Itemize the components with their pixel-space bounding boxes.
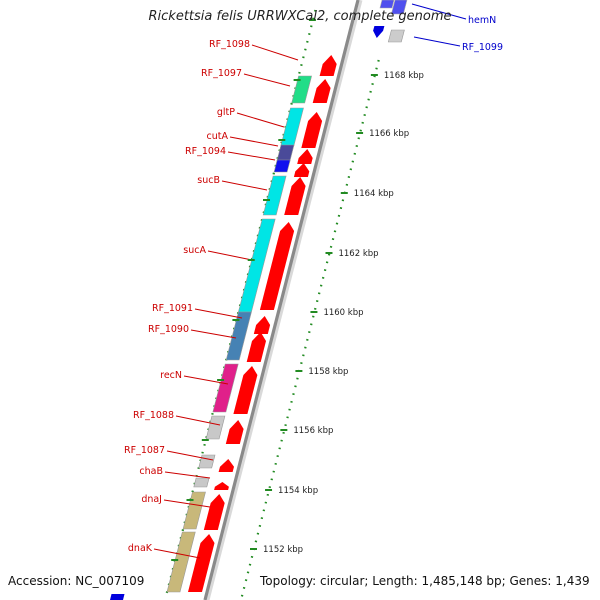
gene-label: RF_1091 xyxy=(152,303,193,314)
gene-label: cutA xyxy=(207,131,229,142)
gene-label: RF_1097 xyxy=(201,68,242,79)
genome-backbone xyxy=(203,0,360,600)
kbp-tick-label: 1156 kbp xyxy=(293,426,333,436)
cds-arrow xyxy=(253,316,271,334)
cds-arrow xyxy=(312,79,331,103)
gene-label-connector xyxy=(243,73,291,87)
kbp-tick-label: 1152 kbp xyxy=(263,545,303,555)
cds-arrow xyxy=(203,494,225,530)
cds-arrow xyxy=(301,112,323,148)
feature-box xyxy=(291,75,312,104)
gene-label-connector xyxy=(413,36,461,47)
gene-label-connector xyxy=(229,136,279,147)
gene-label: RF_1098 xyxy=(209,39,250,50)
gene-label: RF_1099 xyxy=(462,42,503,53)
cds-arrow xyxy=(297,149,313,164)
gene-label-connector xyxy=(166,450,214,461)
gene-label: RF_1088 xyxy=(133,410,174,421)
gene-label: hemN xyxy=(468,15,496,26)
reverse-cds-arrow xyxy=(373,26,385,38)
gene-label-connector xyxy=(221,180,268,191)
kbp-tick-label: 1160 kbp xyxy=(323,308,363,318)
feature-box xyxy=(198,454,216,469)
gene-label: chaB xyxy=(139,466,163,477)
cds-arrow xyxy=(319,55,337,76)
cds-arrow xyxy=(284,177,306,215)
feature-box xyxy=(212,363,239,413)
gene-label-connector xyxy=(194,308,243,319)
map-title: Rickettsia felis URRWXCal2, complete gen… xyxy=(148,9,452,24)
cds-arrow xyxy=(233,366,258,414)
gene-label: RF_1090 xyxy=(148,324,189,335)
gene-label: dnaK xyxy=(128,543,153,554)
genome-summary-text: Topology: circular; Length: 1,485,148 bp… xyxy=(260,574,590,588)
feature-box xyxy=(205,415,226,440)
feature-box xyxy=(166,531,196,593)
gene-label: recN xyxy=(160,370,182,381)
gene-label-connector xyxy=(175,415,221,426)
backbone-shadow xyxy=(204,0,363,600)
cds-arrow xyxy=(259,222,295,310)
gene-label-connector xyxy=(251,44,299,61)
gene-label-connector xyxy=(236,112,285,128)
gene-label-connector xyxy=(163,499,211,508)
feature-box xyxy=(225,311,252,361)
feature-box xyxy=(262,175,287,216)
gene-label: sucB xyxy=(197,175,220,186)
gene-label: RF_1087 xyxy=(124,445,165,456)
accession-text: Accession: NC_007109 xyxy=(8,574,145,588)
gene-label-connector xyxy=(190,329,237,339)
gene-label: gltP xyxy=(217,107,235,118)
gene-label: sucA xyxy=(183,245,206,256)
cds-arrow xyxy=(110,594,125,600)
cds-arrow xyxy=(225,420,244,444)
kbp-tick-label: 1158 kbp xyxy=(308,367,348,377)
cds-arrow xyxy=(293,163,310,177)
gene-label-connector xyxy=(164,471,211,479)
gene-label: RF_1094 xyxy=(185,146,226,157)
feature-box xyxy=(182,491,206,530)
kbp-tick-label: 1162 kbp xyxy=(338,249,378,259)
gene-label-connector xyxy=(411,3,467,20)
kbp-tick-label: 1166 kbp xyxy=(369,129,409,139)
feature-box xyxy=(273,159,291,173)
gene-label-connector xyxy=(183,375,229,385)
kbp-tick-label: 1168 kbp xyxy=(384,71,424,81)
gene-label-connector xyxy=(227,151,276,161)
kbp-tick-label: 1164 kbp xyxy=(354,189,394,199)
cds-arrow xyxy=(246,332,266,362)
gene-label: dnaJ xyxy=(141,494,162,505)
cds-arrow xyxy=(218,459,234,472)
reverse-feature-box xyxy=(379,0,395,9)
cds-arrow xyxy=(188,534,215,592)
reverse-feature-box xyxy=(387,29,405,43)
reverse-feature-box xyxy=(391,0,408,15)
gene-label-connector xyxy=(153,548,201,559)
feature-box xyxy=(193,477,210,488)
cds-arrow xyxy=(214,482,229,490)
kbp-tick-label: 1154 kbp xyxy=(278,486,318,496)
gene-label-connector xyxy=(207,250,253,261)
